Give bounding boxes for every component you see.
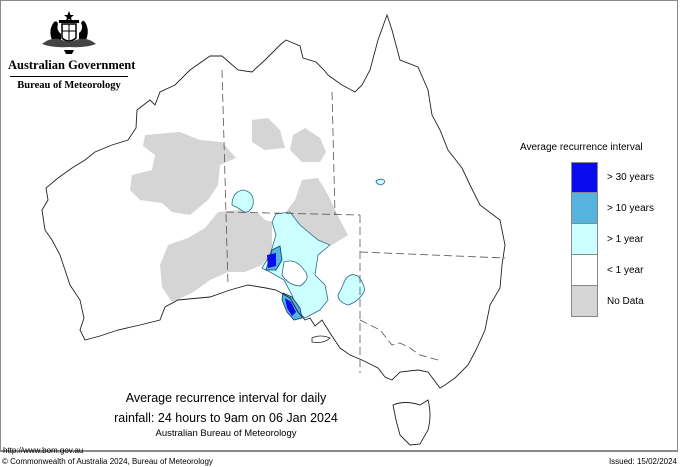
agency-name: Australian Government bbox=[8, 58, 136, 72]
legend-swatch-gt1 bbox=[571, 224, 598, 255]
title-line-2: rainfall: 24 hours to 9am on 06 Jan 2024 bbox=[114, 411, 338, 425]
no-data-regions bbox=[130, 118, 348, 302]
lt-1-year-holes bbox=[281, 260, 308, 287]
coastline bbox=[41, 13, 506, 389]
legend-label: < 1 year bbox=[607, 265, 644, 276]
map-title: Average recurrence interval for daily ra… bbox=[100, 388, 352, 440]
legend-label: > 10 years bbox=[607, 203, 654, 214]
website-link[interactable]: http://www.bom.gov.au bbox=[3, 446, 84, 455]
logo-divider bbox=[10, 76, 128, 77]
legend-label: > 1 year bbox=[607, 234, 644, 245]
map-frame bbox=[0, 0, 678, 452]
legend-label: > 30 years bbox=[607, 172, 654, 183]
bureau-name: Bureau of Meteorology bbox=[17, 80, 121, 91]
coat-of-arms-icon bbox=[42, 11, 96, 54]
legend-swatch-gt30 bbox=[571, 162, 598, 193]
legend-title: Average recurrence interval bbox=[520, 142, 643, 153]
title-line-1: Average recurrence interval for daily bbox=[125, 391, 327, 405]
map-subtitle: Australian Bureau of Meteorology bbox=[155, 428, 297, 439]
legend-swatch-lt1 bbox=[571, 255, 598, 286]
legend-swatch-gt10 bbox=[571, 193, 598, 224]
copyright-text: © Commonwealth of Australia 2024, Bureau… bbox=[2, 457, 213, 466]
gt-30-years-regions bbox=[267, 253, 296, 316]
agency-logo: Australian Government Bureau of Meteorol… bbox=[8, 10, 136, 96]
state-borders bbox=[221, 69, 506, 373]
legend-swatch-nodata bbox=[571, 286, 598, 317]
legend: Average recurrence interval > 30 years >… bbox=[520, 142, 670, 317]
tasmania-coast bbox=[392, 399, 431, 446]
kangaroo-island bbox=[311, 335, 331, 343]
issued-date: Issued: 15/02/2024 bbox=[608, 457, 677, 466]
australia-map bbox=[41, 13, 506, 446]
legend-label: No Data bbox=[607, 296, 644, 307]
